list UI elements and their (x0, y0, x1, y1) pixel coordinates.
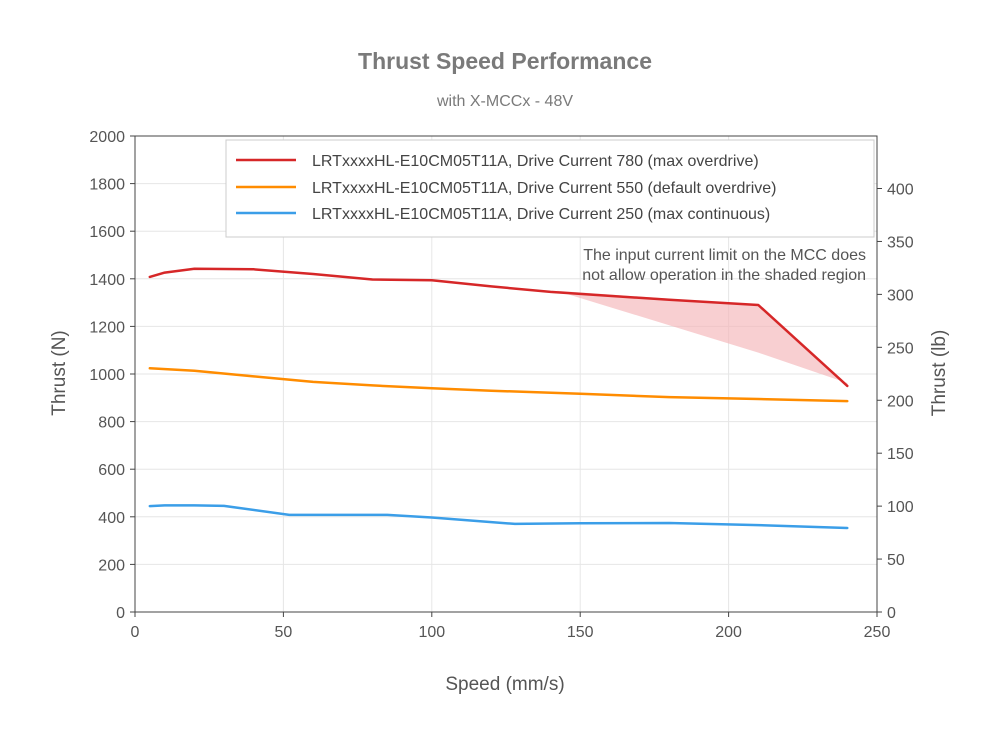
y-tick-label: 1000 (89, 367, 125, 384)
y-tick-label: 1400 (89, 272, 125, 289)
x-axis-label: Speed (mm/s) (445, 674, 564, 695)
shaded-region-layer (556, 290, 848, 386)
y-tick-label: 200 (98, 557, 125, 574)
chart-title: Thrust Speed Performance (358, 48, 652, 74)
y-tick-label: 400 (98, 510, 125, 527)
y2-tick-label: 350 (887, 234, 914, 251)
y2-tick-label: 50 (887, 552, 905, 569)
x-tick-label: 50 (275, 624, 293, 641)
y2-tick-label: 150 (887, 446, 914, 463)
y2-tick-label: 100 (887, 499, 914, 516)
series-line-1 (148, 367, 849, 403)
y-tick-label: 1200 (89, 319, 125, 336)
series-line-0 (148, 267, 849, 388)
series-layer (148, 267, 849, 530)
y-tick-label: 1600 (89, 224, 125, 241)
annotation-line-2: not allow operation in the shaded region (582, 267, 866, 284)
y-tick-label: 2000 (89, 129, 125, 146)
y-tick-label: 600 (98, 462, 125, 479)
y-tick-label: 0 (116, 605, 125, 622)
legend-label-550: LRTxxxxHL-E10CM05T11A, Drive Current 550… (312, 180, 776, 197)
chart-subtitle: with X-MCCx - 48V (436, 93, 573, 110)
y-tick-label: 1800 (89, 177, 125, 194)
x-tick-label: 0 (131, 624, 140, 641)
x-tick-label: 200 (715, 624, 742, 641)
annotation-line-1: The input current limit on the MCC does (583, 247, 866, 264)
legend-label-250: LRTxxxxHL-E10CM05T11A, Drive Current 250… (312, 206, 770, 223)
y2-tick-label: 400 (887, 182, 914, 199)
x-tick-label: 150 (567, 624, 594, 641)
y2-tick-label: 200 (887, 393, 914, 410)
y2-tick-label: 300 (887, 287, 914, 304)
series-line-2 (148, 504, 849, 530)
x-tick-label: 100 (418, 624, 445, 641)
y2-tick-label: 0 (887, 605, 896, 622)
y-axis-label: Thrust (N) (49, 330, 70, 416)
legend-label-780: LRTxxxxHL-E10CM05T11A, Drive Current 780… (312, 153, 759, 170)
x-tick-label: 250 (864, 624, 891, 641)
legend: LRTxxxxHL-E10CM05T11A, Drive Current 780… (225, 139, 875, 238)
y2-tick-label: 250 (887, 340, 914, 357)
tick-layer: 0 50 100 150 200 2500200400600800100012001400… (89, 129, 913, 641)
y-tick-label: 800 (98, 415, 125, 432)
y2-axis-label: Thrust (lb) (929, 330, 950, 417)
legend-box (225, 139, 875, 238)
shaded-region (556, 290, 848, 386)
